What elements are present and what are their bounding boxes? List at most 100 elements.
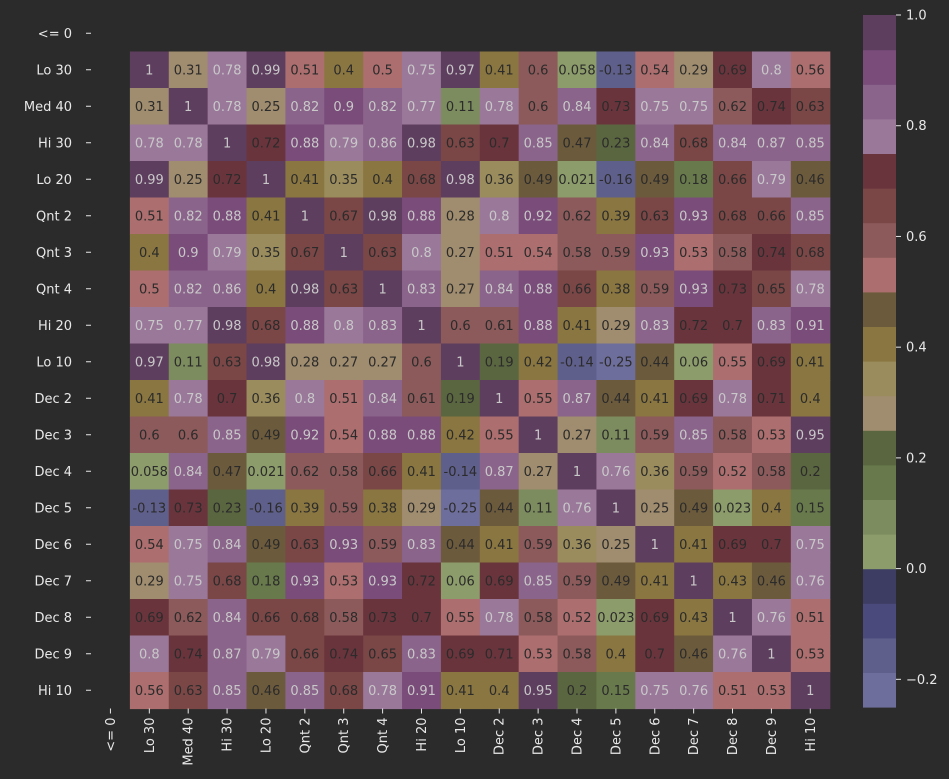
- cell-value-label: 0.71: [757, 392, 786, 407]
- cell-value-label: 0.25: [640, 501, 669, 516]
- cell-value-label: 0.51: [485, 246, 514, 261]
- cell-value-label: 0.75: [174, 574, 203, 589]
- cell-value-label: 0.63: [174, 684, 203, 699]
- heatmap-cell: [285, 197, 325, 235]
- heatmap-cell: [207, 124, 248, 162]
- cell-value-label: 0.51: [290, 63, 319, 78]
- heatmap-cell: [751, 635, 792, 673]
- cell-value-label: 0.92: [290, 428, 319, 443]
- cell-value-label: 0.8: [139, 647, 160, 662]
- cell-value-label: 0.73: [368, 611, 397, 626]
- colorbar-band: [863, 464, 896, 500]
- cell-value-label: 0.84: [213, 611, 242, 626]
- cell-value-label: -0.25: [599, 355, 633, 370]
- heatmap-cell: [751, 270, 792, 308]
- heatmap-cell: [635, 343, 675, 381]
- heatmap-cell: [402, 380, 442, 418]
- heatmap-cell: [596, 380, 636, 418]
- cell-value-label: 0.69: [446, 647, 475, 662]
- heatmap-cell: [363, 197, 403, 235]
- heatmap-cell: [324, 599, 364, 637]
- cell-value-label: 0.84: [368, 392, 397, 407]
- heatmap-cell: [129, 124, 170, 162]
- heatmap-cell: [363, 672, 403, 710]
- cell-value-label: 0.5: [372, 63, 393, 78]
- cell-value-label: 0.68: [329, 684, 358, 699]
- heatmap-cell: [402, 343, 442, 381]
- heatmap-cell: [518, 453, 559, 491]
- heatmap-cell: [440, 234, 481, 272]
- heatmap-cell: [285, 234, 325, 272]
- cell-value-label: 0.58: [563, 246, 592, 261]
- heatmap-cell: [440, 197, 481, 235]
- heatmap-cell: [363, 526, 403, 564]
- heatmap-cell: [207, 599, 248, 637]
- cell-value-label: 0.63: [640, 209, 669, 224]
- cell-value-label: 0.9: [333, 100, 354, 115]
- cell-value-label: 0.83: [407, 538, 436, 553]
- heatmap-cell: [790, 124, 831, 162]
- heatmap-cell: [557, 270, 598, 308]
- heatmap-cell: [479, 161, 520, 199]
- heatmap-cell: [790, 416, 831, 454]
- heatmap-cell: [479, 380, 520, 418]
- cell-value-label: 1: [534, 428, 542, 443]
- y-tick-label: Dec 5: [34, 501, 72, 516]
- heatmap-cell: [713, 197, 753, 235]
- heatmap-cell: [635, 562, 675, 600]
- cell-value-label: 0.49: [679, 501, 708, 516]
- cell-value-label: 0.87: [757, 136, 786, 151]
- cell-value-label: 0.59: [640, 428, 669, 443]
- heatmap-cell: [363, 88, 403, 126]
- heatmap-cell: [168, 380, 209, 418]
- heatmap-cell: [557, 453, 598, 491]
- y-tick-label: Qnt 4: [36, 282, 72, 297]
- heatmap-cell: [246, 234, 286, 272]
- heatmap-cell: [168, 307, 209, 345]
- heatmap-cell: [557, 562, 598, 600]
- heatmap-cell: [129, 270, 170, 308]
- heatmap-cell: [285, 307, 325, 345]
- cell-value-label: 0.84: [718, 136, 747, 151]
- heatmap-cell: [518, 307, 559, 345]
- cell-value-label: 0.41: [640, 574, 669, 589]
- cell-value-label: 0.53: [679, 246, 708, 261]
- cell-value-label: 0.8: [333, 319, 354, 334]
- cell-value-label: 0.69: [679, 392, 708, 407]
- cell-value-label: 0.73: [718, 282, 747, 297]
- heatmap-cell: [518, 489, 559, 527]
- y-tick-label: Dec 3: [34, 428, 72, 443]
- cell-value-label: 0.77: [407, 100, 436, 115]
- heatmap-cell: [713, 380, 753, 418]
- cell-value-label: 0.27: [446, 246, 475, 261]
- cell-value-label: 0.91: [796, 319, 825, 334]
- heatmap-cell: [402, 124, 442, 162]
- cell-value-label: 0.39: [290, 501, 319, 516]
- cell-value-label: 0.51: [135, 209, 164, 224]
- cell-value-label: 0.52: [563, 611, 592, 626]
- colorbar-band: [863, 188, 896, 224]
- cell-value-label: 0.65: [757, 282, 786, 297]
- heatmap-cell: [285, 635, 325, 673]
- colorbar-tick-label: 0.6: [906, 230, 927, 245]
- cell-value-label: 0.61: [407, 392, 436, 407]
- cell-value-label: 1: [223, 136, 231, 151]
- heatmap-cell: [674, 635, 714, 673]
- heatmap-cell: [440, 124, 481, 162]
- heatmap-cell: [479, 635, 520, 673]
- heatmap-cell: [207, 161, 248, 199]
- heatmap-cell: [713, 270, 753, 308]
- heatmap-cell: [129, 234, 170, 272]
- heatmap-cell: [557, 416, 598, 454]
- heatmap-cell: [790, 161, 831, 199]
- heatmap-cell: [751, 416, 792, 454]
- heatmap-cell: [751, 161, 792, 199]
- cell-value-label: 0.8: [761, 63, 782, 78]
- cell-value-label: 0.53: [757, 684, 786, 699]
- heatmap-cell: [246, 453, 286, 491]
- heatmap-cell: [440, 161, 481, 199]
- heatmap-cell: [363, 562, 403, 600]
- heatmap-cell: [129, 51, 170, 89]
- cell-value-label: 0.75: [796, 538, 825, 553]
- heatmap-cell: [129, 343, 170, 381]
